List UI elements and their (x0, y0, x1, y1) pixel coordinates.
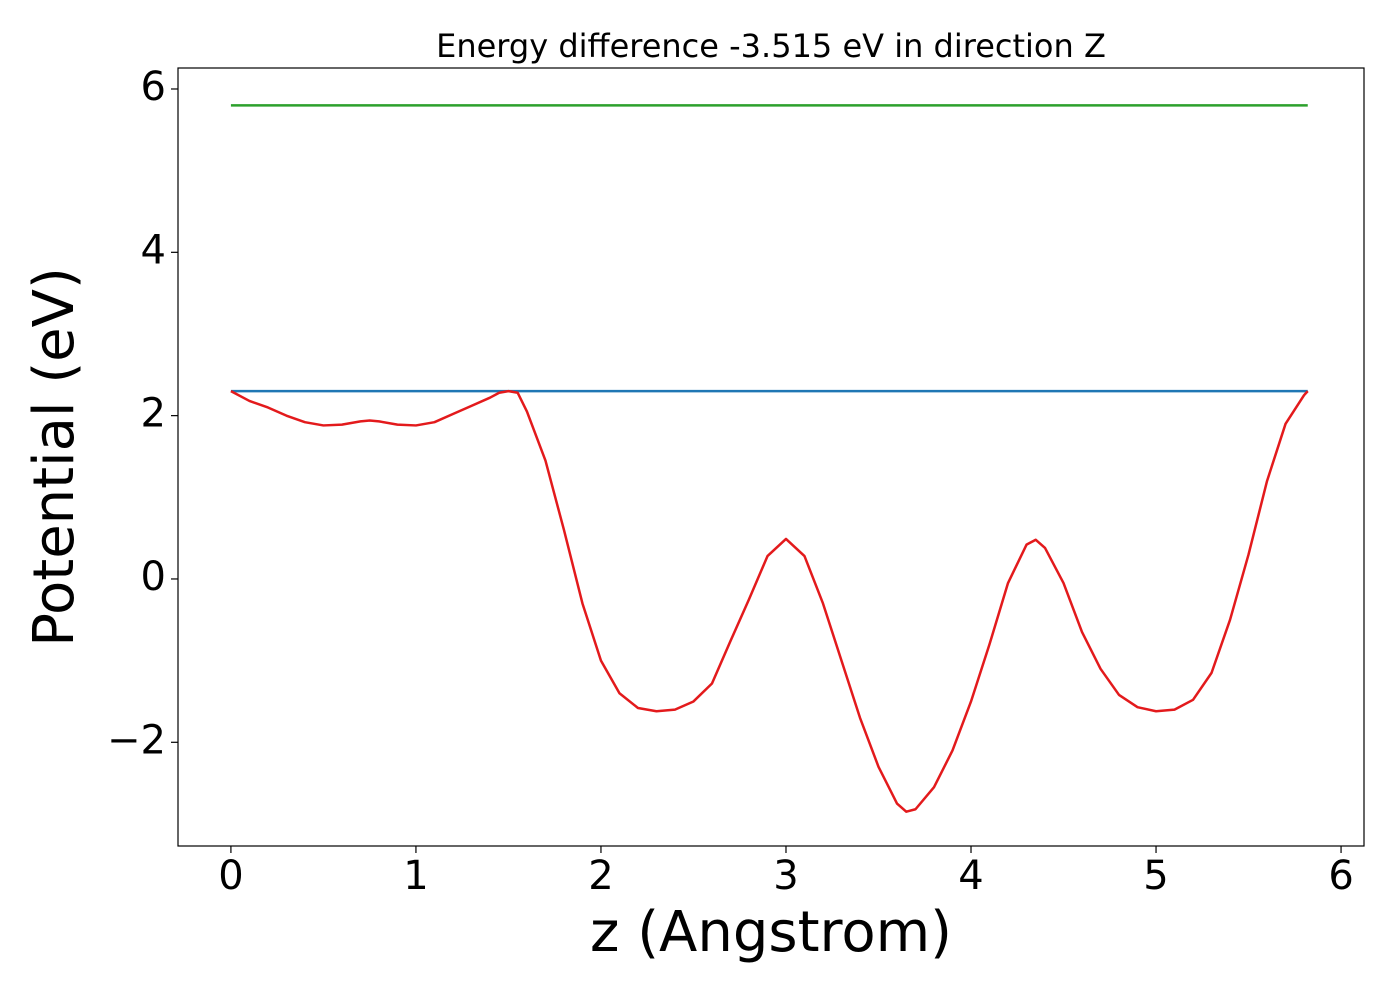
x-tick-label: 6 (1328, 853, 1353, 899)
plot-frame (177, 67, 1365, 847)
x-axis-label: z (Angstrom) (590, 900, 952, 965)
chart-title: Energy difference -3.515 eV in direction… (436, 27, 1106, 65)
x-tick-label: 4 (958, 853, 983, 899)
x-tick-label: 3 (773, 853, 798, 899)
y-tick-label: 6 (141, 64, 166, 110)
x-tick-label: 5 (1143, 853, 1168, 899)
y-tick-label: 0 (141, 554, 166, 600)
y-axis-label: Potential (eV) (22, 267, 87, 647)
line-series (230, 389, 1309, 813)
x-tick-label: 2 (588, 853, 613, 899)
x-tick-label: 0 (218, 853, 243, 899)
x-tick-label: 1 (403, 853, 428, 899)
y-tick-label: −2 (107, 717, 166, 763)
y-tick-label: 4 (141, 227, 166, 273)
y-tick-label: 2 (141, 391, 166, 437)
